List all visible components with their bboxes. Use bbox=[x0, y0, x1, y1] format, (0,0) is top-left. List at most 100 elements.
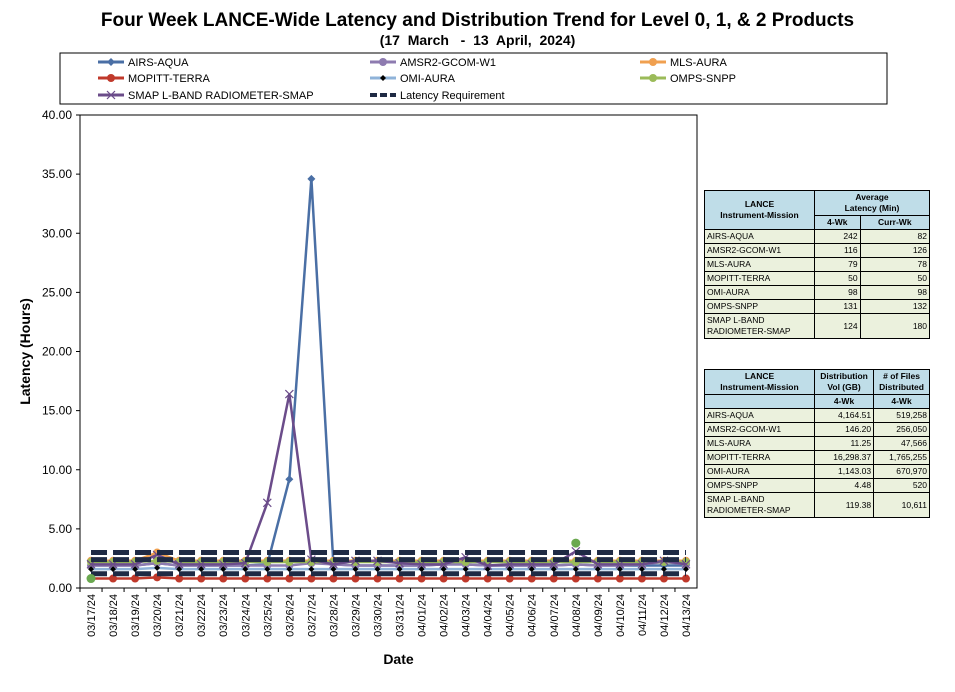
dist-header-vol: Distribution Vol (GB) bbox=[813, 369, 875, 395]
dist-cell-vol: 16,298.37 bbox=[813, 450, 875, 465]
dist-cell-vol: 11.25 bbox=[813, 436, 875, 451]
latency-row: AIRS-AQUA 242 82 bbox=[704, 229, 931, 244]
data-point bbox=[681, 574, 690, 583]
data-point bbox=[616, 566, 623, 573]
latency-row: MOPITT-TERRA 50 50 bbox=[704, 271, 931, 286]
x-tick-label: 04/05/24 bbox=[505, 594, 517, 637]
y-axis-label: Latency (Hours) bbox=[17, 298, 33, 405]
x-tick-label: 03/21/24 bbox=[174, 594, 186, 637]
data-point bbox=[637, 574, 646, 583]
dist-cell-files: 47,566 bbox=[873, 436, 930, 451]
y-tick-label: 10.00 bbox=[42, 463, 72, 477]
data-point bbox=[262, 498, 272, 508]
data-point bbox=[197, 574, 206, 583]
latency-header-curr: Curr-Wk bbox=[859, 215, 931, 230]
legend-entry-label: SMAP L-BAND RADIOMETER-SMAP bbox=[128, 90, 314, 102]
dist-row: SMAP L-BAND RADIOMETER-SMAP 119.38 10,611 bbox=[704, 492, 930, 518]
dist-row: AIRS-AQUA 4,164.51 519,258 bbox=[704, 408, 930, 423]
x-tick-label: 03/26/24 bbox=[284, 594, 296, 637]
data-point bbox=[417, 574, 426, 583]
data-point bbox=[440, 566, 447, 573]
latency-cell-name: OMPS-SNPP bbox=[704, 299, 815, 314]
legend-entry-label: OMI-AURA bbox=[400, 73, 456, 85]
x-tick-label: 03/30/24 bbox=[372, 594, 384, 637]
dist-cell-name: MLS-AURA bbox=[704, 436, 815, 451]
latency-cell-name: MOPITT-TERRA bbox=[704, 271, 815, 286]
latency-cell-curr: 126 bbox=[859, 243, 931, 258]
data-point bbox=[395, 574, 404, 583]
legend-swatch-marker bbox=[107, 74, 115, 82]
data-point bbox=[396, 566, 403, 573]
dist-row: MOPITT-TERRA 16,298.37 1,765,255 bbox=[704, 450, 930, 465]
data-point bbox=[242, 566, 249, 573]
data-point bbox=[286, 566, 293, 573]
data-point bbox=[461, 574, 470, 583]
dist-cell-files: 10,611 bbox=[873, 492, 930, 518]
legend-entry-label: AIRS-AQUA bbox=[128, 57, 189, 69]
average-latency-table: LANCE Instrument-Mission Average Latency… bbox=[704, 190, 931, 339]
x-tick-label: 04/11/24 bbox=[637, 594, 649, 636]
x-tick-label: 04/04/24 bbox=[483, 594, 495, 637]
data-point bbox=[418, 566, 425, 573]
data-point bbox=[198, 566, 205, 573]
x-tick-label: 04/03/24 bbox=[461, 594, 473, 637]
latency-row: SMAP L-BAND RADIOMETER-SMAP 124 180 bbox=[704, 313, 931, 339]
data-point bbox=[241, 574, 250, 583]
latency-row: MLS-AURA 79 78 bbox=[704, 257, 931, 272]
data-point bbox=[374, 566, 381, 573]
legend-swatch-marker bbox=[649, 58, 657, 66]
latency-cell-curr: 82 bbox=[859, 229, 931, 244]
data-point bbox=[109, 574, 118, 583]
x-tick-label: 03/18/24 bbox=[108, 594, 120, 637]
dist-cell-vol: 146.20 bbox=[813, 422, 875, 437]
x-tick-label: 04/12/24 bbox=[659, 594, 671, 637]
data-point bbox=[462, 566, 469, 573]
dist-cell-name: OMI-AURA bbox=[704, 464, 815, 479]
latency-cell-curr: 132 bbox=[859, 299, 931, 314]
latency-cell-name: AIRS-AQUA bbox=[704, 229, 815, 244]
x-tick-label: 04/10/24 bbox=[615, 594, 627, 637]
dist-header-blank bbox=[704, 394, 815, 409]
distribution-table: LANCE Instrument-Mission Distribution Vo… bbox=[704, 369, 930, 518]
dist-cell-name: OMPS-SNPP bbox=[704, 478, 815, 493]
data-point bbox=[263, 574, 272, 583]
latency-cell-name: AMSR2-GCOM-W1 bbox=[704, 243, 815, 258]
latency-cell-curr: 98 bbox=[859, 285, 931, 300]
x-tick-label: 04/01/24 bbox=[417, 594, 429, 637]
x-tick-label: 04/08/24 bbox=[571, 594, 583, 637]
x-tick-label: 04/09/24 bbox=[593, 594, 605, 637]
latency-cell-wk4: 50 bbox=[814, 271, 861, 286]
dist-cell-name: AIRS-AQUA bbox=[704, 408, 815, 423]
data-point bbox=[571, 574, 580, 583]
data-point bbox=[219, 574, 228, 583]
data-point bbox=[527, 574, 536, 583]
data-point bbox=[681, 559, 691, 569]
y-tick-label: 5.00 bbox=[49, 522, 73, 536]
y-tick-label: 30.00 bbox=[42, 226, 72, 240]
legend-entry-label: MOPITT-TERRA bbox=[128, 73, 211, 85]
x-tick-label: 04/07/24 bbox=[549, 594, 561, 637]
latency-row: AMSR2-GCOM-W1 116 126 bbox=[704, 243, 931, 258]
data-point bbox=[549, 574, 558, 583]
dist-cell-name: AMSR2-GCOM-W1 bbox=[704, 422, 815, 437]
plot-area bbox=[79, 114, 698, 589]
dist-header-4wk-files: 4-Wk bbox=[873, 394, 930, 409]
latency-cell-wk4: 116 bbox=[814, 243, 861, 258]
data-point bbox=[373, 574, 382, 583]
dist-cell-vol: 119.38 bbox=[813, 492, 875, 518]
legend-swatch-marker bbox=[107, 58, 115, 66]
x-tick-label: 03/28/24 bbox=[328, 594, 340, 637]
data-point bbox=[176, 566, 183, 573]
series-line bbox=[91, 566, 686, 571]
data-point bbox=[506, 566, 513, 573]
y-tick-label: 40.00 bbox=[42, 108, 72, 122]
legend-entry-label: MLS-AURA bbox=[670, 57, 728, 69]
data-point bbox=[264, 566, 271, 573]
dist-cell-name: SMAP L-BAND RADIOMETER-SMAP bbox=[704, 492, 815, 518]
x-tick-label: 04/06/24 bbox=[527, 594, 539, 637]
data-point bbox=[638, 566, 645, 573]
dist-cell-vol: 4.48 bbox=[813, 478, 875, 493]
dist-header-instrument: LANCE Instrument-Mission bbox=[704, 369, 815, 395]
dist-cell-vol: 1,143.03 bbox=[813, 464, 875, 479]
latency-cell-name: MLS-AURA bbox=[704, 257, 815, 272]
